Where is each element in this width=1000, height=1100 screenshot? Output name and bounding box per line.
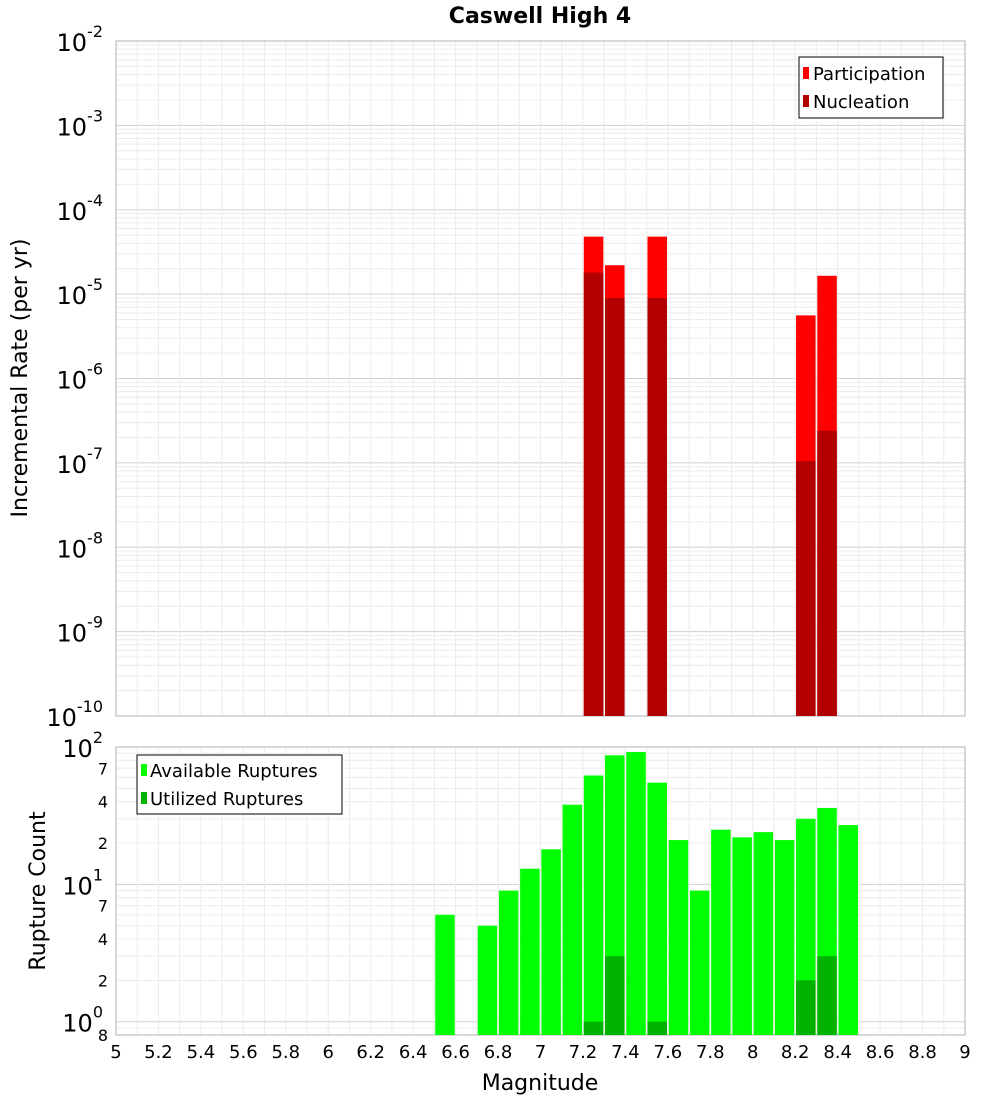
x-tick-label: 7.8 <box>696 1042 725 1063</box>
top-y-tick-labels: 10-10 10-9 10-8 10-7 10-6 10-5 10-4 10-3 10-2 <box>46 22 103 732</box>
nucleation-bar <box>647 297 668 716</box>
legend-swatch-participation <box>803 67 809 79</box>
bottom-y-tick-label: 4 <box>98 930 108 949</box>
available-ruptures-bar <box>541 849 561 1035</box>
nucleation-bar <box>817 430 837 716</box>
available-ruptures-bar <box>562 804 583 1035</box>
bottom-plot-frame <box>115 746 966 1036</box>
x-axis-label: Magnitude <box>482 1071 599 1096</box>
x-tick-label: 8.4 <box>823 1042 852 1063</box>
available-ruptures-bar <box>647 782 668 1035</box>
top-plot-bars <box>583 236 837 716</box>
x-tick-label: 8 <box>747 1042 758 1063</box>
x-tick-label: 9 <box>959 1042 970 1063</box>
bottom-y-tick-label: 2 <box>98 834 108 853</box>
bottom-y-decade-label: 101 <box>62 865 103 900</box>
bottom-y-tick-label: 4 <box>98 793 108 812</box>
top-y-tick-label: 10-5 <box>57 275 104 310</box>
legend-label-participation: Participation <box>813 64 925 85</box>
available-ruptures-bar <box>498 890 519 1035</box>
x-tick-label: 7.4 <box>611 1042 640 1063</box>
top-legend: Participation Nucleation <box>798 56 944 119</box>
available-ruptures-bar <box>774 840 795 1035</box>
top-y-tick-label: 10-8 <box>57 528 104 563</box>
x-tick-label: 6 <box>323 1042 334 1063</box>
x-tick-label: 5 <box>110 1042 121 1063</box>
x-tick-label: 5.4 <box>187 1042 216 1063</box>
available-ruptures-bar <box>583 775 604 1035</box>
bottom-plot-bars <box>435 751 859 1035</box>
x-tick-label: 6.4 <box>399 1042 428 1063</box>
utilized-ruptures-bar <box>647 1021 668 1035</box>
utilized-ruptures-bar <box>817 956 837 1035</box>
bottom-y-axis-label: Rupture Count <box>26 811 51 971</box>
available-ruptures-bar <box>732 837 752 1035</box>
chart-title: Caswell High 4 <box>449 4 631 29</box>
top-y-axis-label: Incremental Rate (per yr) <box>8 239 33 518</box>
x-tick-label: 5.6 <box>229 1042 258 1063</box>
x-tick-label: 8.8 <box>908 1042 937 1063</box>
x-tick-label: 6.8 <box>484 1042 513 1063</box>
bottom-y-tick-label: 2 <box>98 971 108 990</box>
x-tick-label: 6.6 <box>441 1042 470 1063</box>
available-ruptures-bar <box>435 914 455 1035</box>
available-ruptures-bar <box>668 840 689 1035</box>
top-y-tick-label: 10-2 <box>57 22 104 57</box>
bottom-y-tick-label: 8 <box>98 1026 108 1045</box>
x-tick-label: 8.6 <box>866 1042 895 1063</box>
legend-label-utilized: Utilized Ruptures <box>150 789 303 810</box>
x-tick-label: 7 <box>535 1042 546 1063</box>
utilized-ruptures-bar <box>583 1021 604 1035</box>
available-ruptures-bar <box>477 925 498 1035</box>
top-y-tick-label: 10-4 <box>57 191 104 226</box>
top-y-tick-label: 10-9 <box>57 613 104 648</box>
utilized-ruptures-bar <box>605 956 625 1035</box>
top-y-tick-label: 10-7 <box>57 444 104 479</box>
legend-swatch-utilized <box>141 792 147 804</box>
bottom-y-tick-label: 7 <box>98 759 108 778</box>
available-ruptures-bar <box>838 825 859 1035</box>
available-ruptures-bar <box>626 751 646 1035</box>
bottom-legend: Available Ruptures Utilized Ruptures <box>136 754 343 815</box>
available-ruptures-bar <box>520 868 540 1035</box>
nucleation-bar <box>605 297 625 716</box>
available-ruptures-bar <box>753 832 774 1035</box>
top-y-tick-label: 10-10 <box>46 697 103 732</box>
x-tick-label: 7.2 <box>569 1042 598 1063</box>
bottom-y-tick-label: 7 <box>98 897 108 916</box>
x-tick-label: 7.6 <box>654 1042 683 1063</box>
legend-label-available: Available Ruptures <box>150 761 318 782</box>
x-tick-labels: 5 5.2 5.4 5.6 5.8 6 6.2 6.4 6.6 6.8 7 7.2 7.4 7.6 7.8 8… <box>110 1042 970 1063</box>
top-y-tick-label: 10-3 <box>57 106 104 141</box>
utilized-ruptures-bar <box>796 980 816 1035</box>
top-y-tick-label: 10-6 <box>57 360 104 395</box>
x-tick-label: 6.2 <box>356 1042 385 1063</box>
available-ruptures-bar <box>711 829 731 1035</box>
legend-label-nucleation: Nucleation <box>813 92 909 113</box>
legend-swatch-nucleation <box>803 95 809 107</box>
top-plot-gridlines <box>115 41 966 717</box>
nucleation-bar <box>583 272 604 716</box>
x-tick-label: 8.2 <box>781 1042 810 1063</box>
x-tick-label: 5.2 <box>144 1042 173 1063</box>
nucleation-bar <box>796 461 816 716</box>
bottom-y-decade-label: 100 <box>62 1003 103 1038</box>
bottom-y-tick-labels: 8 2 4 7 2 4 7 100 101 102 <box>62 728 108 1045</box>
x-tick-label: 5.8 <box>271 1042 300 1063</box>
available-ruptures-bar <box>689 890 710 1035</box>
top-plot-frame <box>115 40 966 717</box>
legend-swatch-available <box>141 764 147 776</box>
bottom-y-decade-label: 102 <box>62 728 103 763</box>
